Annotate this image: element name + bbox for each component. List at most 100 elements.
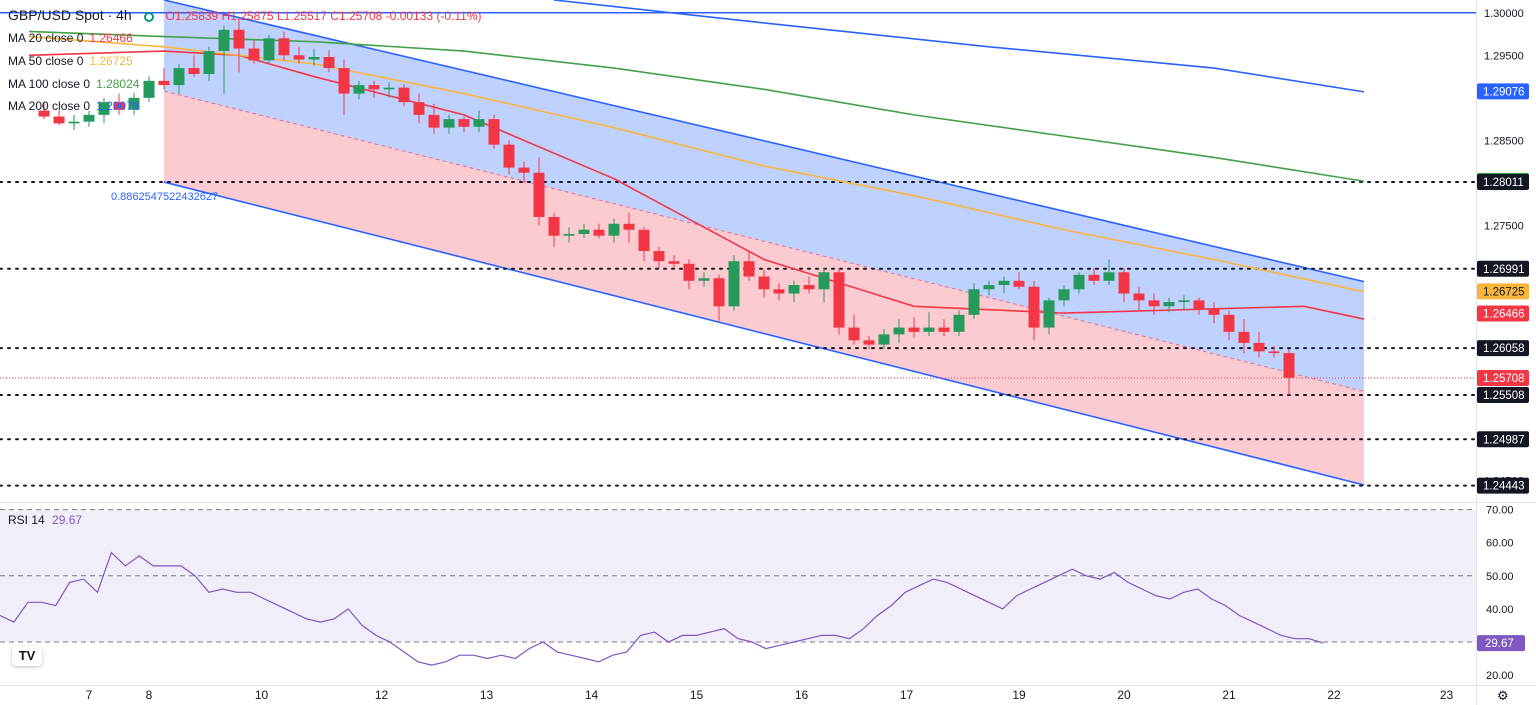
candle-78 [1208,302,1220,324]
candle-60 [938,319,950,337]
candle-body [83,114,95,122]
candle-23 [383,82,395,98]
candle-body [713,278,725,307]
candle-body [833,272,845,328]
candle-body [608,223,620,236]
candle-body [338,68,350,94]
time-tick-label-2: 10 [255,688,269,702]
price-tag-bg [1477,340,1529,357]
candle-body [743,261,755,277]
price-tag-label: 1.24443 [1483,481,1525,493]
candle-body [653,251,665,262]
candle-body [1238,331,1250,343]
price-tag-bg [1477,386,1529,403]
price-tick-label-2: 1.28500 [1484,135,1524,147]
candle-27 [443,114,455,134]
candle-20 [338,59,350,115]
price-tag-label: 1.29076 [1483,86,1525,98]
candle-body [533,172,545,217]
candle-body [98,102,110,115]
rsi-last-tag: 29.67 [1477,635,1525,652]
time-tick-label-6: 15 [690,688,704,702]
rsi-tick-label-2: 50.00 [1486,571,1514,583]
candle-body [728,261,740,307]
candle-63 [983,280,995,296]
legend-ma100[interactable]: MA 100 close 0 1.28024 [8,77,139,91]
candle-68 [1058,285,1070,307]
rsi-legend[interactable]: RSI 14 29.67 [8,513,82,527]
candle-50 [788,280,800,303]
price-tag-3: 1.26991 [1477,260,1529,277]
price-tag-bg [1477,283,1529,300]
candle-body [248,48,260,61]
candle-body [1163,302,1175,307]
tradingview-logo-icon[interactable]: TV [12,646,42,666]
price-tick-label-1: 1.29500 [1484,50,1524,62]
price-tick-label-0: 1.30000 [1484,8,1524,20]
candle-14 [248,39,260,64]
time-tick-label-4: 13 [480,688,494,702]
legend-ma20[interactable]: MA 20 close 0 1.26466 [8,31,133,45]
candle-8 [158,68,170,90]
candle-body [218,29,230,52]
candle-body [353,85,365,94]
candle-body [1253,342,1265,352]
candle-body [623,223,635,230]
time-tick-label-12: 22 [1327,688,1341,702]
candle-30 [488,114,500,149]
candle-body [278,38,290,56]
candle-37 [593,223,605,239]
channel-lower-line [163,181,1365,486]
candle-9 [173,63,185,94]
candle-body [1268,351,1280,354]
price-tag-9: 1.24987 [1477,431,1529,448]
candle-40 [638,227,650,262]
candle-58 [908,317,920,338]
candle-2 [68,114,80,131]
legend-ma200-value: 1.29076 [96,99,140,113]
legend-ma50[interactable]: MA 50 close 0 1.26725 [8,54,133,68]
legend-ma200[interactable]: MA 200 close 0 1.29076 [8,99,139,113]
candle-4 [98,97,110,124]
candle-body [803,285,815,290]
candle-body [1133,293,1145,301]
price-tag-label: 1.26466 [1483,308,1525,320]
candle-55 [863,336,875,349]
price-tag-6: 1.26058 [1477,340,1529,357]
candle-body [188,68,200,75]
price-tag-bg [1477,369,1529,386]
candle-body [578,229,590,234]
channel-middle-line [163,90,1365,392]
candle-6 [128,92,140,115]
candle-body [383,87,395,90]
candle-31 [503,140,515,175]
rsi-line [0,551,1324,666]
price-tag-bg [1477,260,1529,277]
candle-body [398,87,410,103]
rsi-last-tag-label: 29.67 [1485,638,1514,650]
candle-49 [773,283,785,301]
candle-83 [1283,348,1295,395]
candle-body [953,314,965,332]
candle-46 [728,255,740,311]
candle-body [998,280,1010,286]
candle-body [458,119,470,127]
candle-body [1013,280,1025,287]
symbol-title[interactable]: GBP/USD Spot · 4h [8,7,132,23]
time-tick-label-3: 12 [375,688,389,702]
price-tag-bg [1477,305,1529,322]
candle-body [908,327,920,332]
candle-body [1118,272,1130,294]
candle-body [503,144,515,168]
channel-deviation-label: 0.8862547522432627 [111,191,219,203]
candle-3 [83,110,95,127]
price-tag-5: 1.26466 [1477,305,1529,322]
candle-73 [1133,286,1145,311]
candle-15 [263,34,275,64]
candle-body [593,229,605,236]
candle-body [1043,300,1055,328]
candle-body [263,38,275,61]
gear-icon[interactable]: ⚙ [1497,688,1509,703]
candle-18 [308,48,320,66]
